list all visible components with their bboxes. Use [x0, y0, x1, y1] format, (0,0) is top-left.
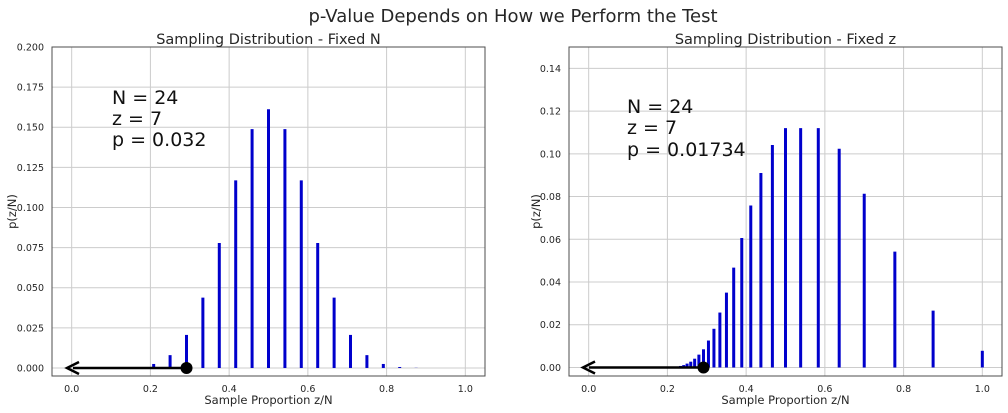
x-axis-label: Sample Proportion z/N	[721, 393, 849, 407]
y-tick-label: 0.050	[17, 283, 44, 294]
x-tick-label: 1.0	[458, 384, 473, 395]
tail-arrow-head	[580, 360, 596, 375]
panel-title: Sampling Distribution - Fixed z	[675, 32, 896, 48]
x-tick-label: 0.4	[739, 384, 754, 395]
x-tick-label: 0.8	[896, 384, 911, 395]
y-tick-label: 0.075	[17, 243, 44, 254]
x-tick-label: 0.6	[817, 384, 832, 395]
y-tick-label: 0.00	[540, 363, 561, 374]
x-tick-label: 1.0	[975, 384, 990, 395]
observed-point-marker	[697, 361, 710, 374]
stats-annotation-line: p = 0.032	[112, 129, 206, 151]
observed-point-marker	[180, 361, 193, 374]
y-tick-label: 0.125	[17, 163, 44, 174]
x-tick-label: 0.0	[64, 384, 79, 395]
panel-fixed-z: 0.00 0.02 0.04 0.06 0.08 0.10 0.12 0.14 0.0 0.2 0.…	[529, 32, 1003, 407]
y-tick-label: 0.04	[540, 278, 561, 289]
y-tick-label: 0.12	[540, 107, 561, 118]
stats-annotation-line: p = 0.01734	[627, 139, 746, 161]
figure-suptitle: p-Value Depends on How we Perform the Te…	[308, 6, 717, 27]
y-tick-label: 0.150	[17, 123, 44, 134]
y-tick-label: 0.025	[17, 323, 44, 334]
x-tick-label: 0.6	[300, 384, 315, 395]
y-axis-label: p(z/N)	[529, 194, 543, 229]
stats-annotation-line: N = 24	[112, 87, 178, 109]
y-tick-label: 0.06	[540, 235, 561, 246]
y-axis-label: p(z/N)	[5, 194, 19, 229]
y-tick-label: 0.02	[540, 320, 561, 331]
x-tick-label: 0.2	[660, 384, 675, 395]
x-tick-label: 0.2	[143, 384, 158, 395]
stats-annotation-line: z = 7	[627, 117, 677, 139]
plot-frame	[568, 46, 1003, 377]
tail-arrow-head	[64, 360, 80, 376]
y-tick-label: 0.175	[17, 83, 44, 94]
stats-annotation-line: z = 7	[112, 108, 162, 130]
x-tick-label: 0.4	[222, 384, 237, 395]
y-tick-label: 0.000	[17, 363, 44, 374]
y-tick-label: 0.10	[540, 149, 561, 160]
y-tick-label: 0.08	[540, 192, 561, 203]
x-tick-label: 0.8	[379, 384, 394, 395]
stats-annotation-line: N = 24	[627, 96, 693, 118]
panel-title: Sampling Distribution - Fixed N	[156, 32, 381, 48]
x-axis-label: Sample Proportion z/N	[204, 393, 332, 407]
y-tick-label: 0.200	[17, 43, 44, 54]
y-tick-label: 0.14	[540, 64, 561, 75]
plot-frame	[51, 46, 486, 377]
x-tick-label: 0.0	[581, 384, 596, 395]
y-tick-label: 0.100	[17, 203, 44, 214]
panel-fixed-n: 0.000 0.025 0.050 0.075 0.100 0.125 0.150 0.175…	[5, 32, 486, 407]
